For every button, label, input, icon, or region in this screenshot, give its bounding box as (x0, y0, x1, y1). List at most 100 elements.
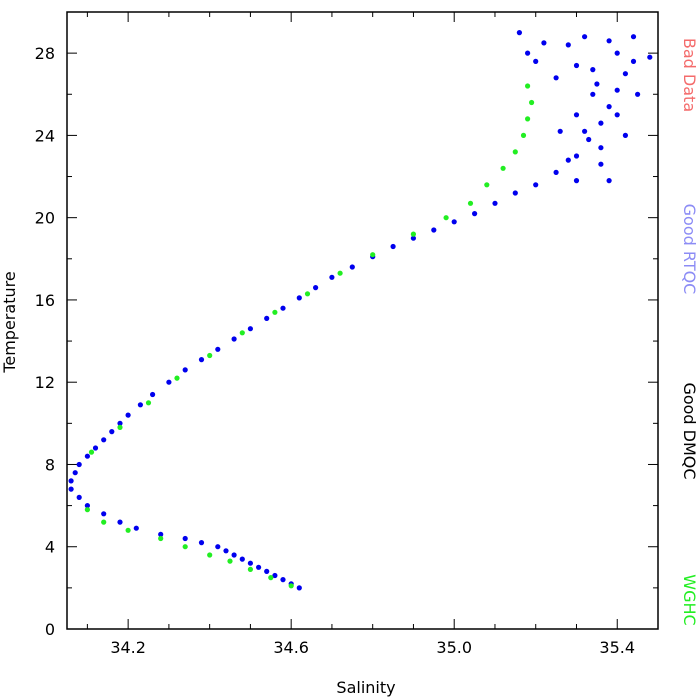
data-point (431, 227, 437, 233)
x-tick-label: 35.4 (599, 638, 635, 657)
x-axis-title: Salinity (336, 678, 395, 697)
scatter-points (68, 29, 653, 591)
data-point (443, 215, 449, 221)
data-point (500, 165, 506, 171)
data-point (614, 87, 620, 93)
data-point (125, 527, 131, 533)
data-point (512, 190, 518, 196)
data-point (76, 461, 82, 468)
data-point (520, 132, 527, 138)
y-tick-label: 4 (45, 538, 55, 557)
data-point (606, 104, 612, 110)
y-tick-label: 12 (35, 373, 55, 392)
data-point (553, 75, 559, 81)
data-point (231, 336, 237, 342)
data-point (215, 346, 221, 352)
data-point (101, 437, 107, 443)
data-point (133, 525, 139, 531)
data-point (565, 157, 571, 163)
y-tick-label: 16 (35, 291, 55, 310)
data-point (239, 556, 245, 562)
data-point (137, 402, 143, 408)
data-point (516, 29, 523, 36)
data-point (117, 424, 123, 430)
data-point (582, 128, 588, 134)
data-point (247, 560, 253, 566)
data-point (207, 552, 213, 558)
data-point (598, 161, 604, 167)
data-point (370, 252, 376, 258)
y-tick-label: 8 (45, 455, 55, 474)
y-tick-label: 24 (35, 126, 55, 145)
data-point (109, 429, 115, 435)
data-point (288, 583, 294, 589)
data-point (158, 531, 164, 538)
data-point (553, 169, 559, 175)
plot-frame (66, 11, 659, 630)
legend-item-good-dmqc: Good DMQC (680, 382, 699, 479)
data-point (451, 219, 457, 225)
data-point (182, 367, 188, 373)
data-point (296, 585, 302, 591)
data-point (272, 572, 278, 579)
data-point (223, 548, 229, 554)
data-point (329, 274, 335, 280)
data-point (280, 305, 286, 311)
data-point (598, 120, 604, 126)
data-point (630, 58, 637, 64)
legend: Bad Data Good RTQC Good DMQC WGHC (680, 38, 699, 626)
data-point (565, 42, 571, 48)
y-tick-label: 0 (45, 620, 55, 639)
data-point (227, 558, 233, 564)
data-point (635, 91, 641, 97)
data-point (533, 182, 539, 188)
data-point (630, 34, 637, 40)
data-point (264, 315, 270, 321)
data-point (573, 153, 580, 159)
data-point (68, 486, 74, 492)
data-point (182, 544, 188, 550)
data-point (88, 449, 95, 455)
data-point (647, 54, 653, 60)
data-point (84, 507, 90, 513)
x-tick-label: 35.0 (436, 638, 472, 657)
data-point (92, 445, 99, 451)
data-point (484, 182, 490, 188)
data-point (590, 91, 596, 97)
data-point (622, 71, 629, 77)
data-point (590, 67, 596, 73)
data-point (529, 99, 535, 106)
x-axis-ticks: 34.2 34.6 35.0 35.4 (86, 12, 659, 657)
data-point (349, 264, 355, 270)
data-point (182, 535, 188, 542)
x-tick-label: 34.6 (273, 638, 309, 657)
data-point (247, 326, 253, 332)
data-point (614, 50, 620, 56)
data-point (573, 62, 580, 69)
data-point (268, 575, 274, 581)
legend-item-good-rtqc: Good RTQC (680, 204, 699, 295)
data-point (582, 34, 588, 40)
data-point (586, 136, 592, 143)
y-tick-label: 20 (35, 209, 55, 228)
data-point (247, 566, 253, 573)
data-point (239, 330, 245, 336)
data-point (492, 200, 498, 206)
data-point (117, 519, 123, 525)
data-point (76, 494, 82, 500)
data-point (231, 552, 237, 558)
data-point (606, 178, 612, 184)
data-point (215, 544, 221, 550)
data-point (264, 568, 270, 575)
data-point (272, 309, 278, 315)
x-tick-label: 34.2 (110, 638, 146, 657)
data-point (296, 295, 302, 301)
legend-item-wghc: WGHC (680, 574, 699, 625)
data-point (101, 519, 107, 525)
data-point (573, 178, 580, 184)
data-point (410, 231, 416, 237)
data-point (614, 112, 620, 118)
data-point (174, 375, 180, 381)
y-axis-ticks: 0 4 8 12 16 20 24 28 (35, 11, 658, 639)
data-point (280, 577, 286, 583)
